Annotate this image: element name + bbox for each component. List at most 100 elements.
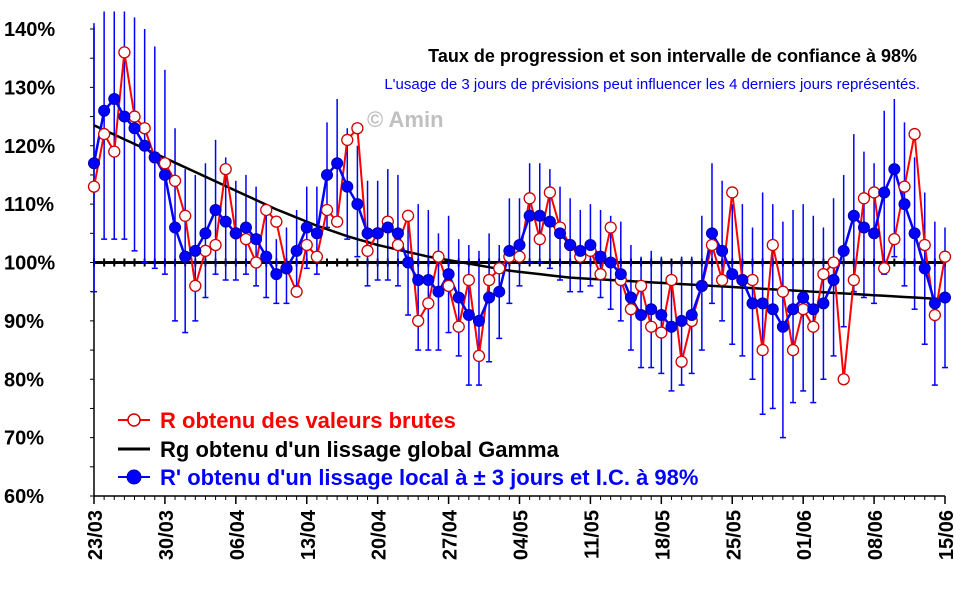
raw-point — [128, 110, 141, 123]
legend-marker-raw — [127, 413, 141, 427]
local-point — [939, 291, 951, 304]
local-point — [918, 262, 931, 275]
x-tick-label: 23/03 — [85, 510, 107, 560]
raw-point — [158, 157, 172, 170]
raw-point — [878, 262, 891, 275]
local-point — [239, 221, 252, 234]
raw-point — [786, 343, 800, 357]
raw-point — [452, 320, 465, 333]
legend-entry-global: Rg obtenu d'un lissage global Gamma — [118, 437, 560, 462]
raw-point — [634, 279, 648, 293]
local-point — [250, 233, 263, 246]
raw-point — [118, 46, 131, 59]
x-tick-label: 18/05 — [652, 510, 674, 560]
local-point — [898, 198, 911, 211]
local-point — [442, 268, 455, 281]
local-point — [300, 221, 313, 234]
raw-point — [391, 238, 405, 252]
local-point — [523, 209, 536, 222]
raw-point — [87, 180, 101, 193]
raw-point — [361, 244, 374, 257]
local-point — [665, 320, 678, 333]
legend-marker-local — [126, 469, 142, 485]
raw-point — [412, 314, 425, 328]
local-point — [432, 285, 445, 298]
local-point — [138, 139, 151, 152]
local-point — [513, 238, 526, 251]
local-point — [179, 250, 192, 263]
local-point — [361, 227, 374, 240]
y-tick-label: 140% — [4, 19, 55, 41]
local-point — [412, 274, 425, 287]
local-point — [614, 268, 627, 281]
raw-point — [290, 285, 303, 298]
raw-point — [260, 203, 273, 217]
x-tick-label: 08/06 — [865, 510, 887, 560]
watermark: © Amin — [367, 107, 444, 132]
local-point — [635, 309, 648, 322]
raw-point — [341, 133, 354, 147]
local-point — [472, 314, 485, 327]
raw-point — [189, 279, 202, 293]
y-tick-label: 100% — [4, 253, 55, 275]
raw-point — [533, 232, 546, 246]
raw-point — [209, 238, 222, 252]
local-point — [483, 291, 496, 304]
local-point — [229, 227, 242, 240]
raw-point — [97, 127, 111, 141]
local-point — [878, 186, 891, 199]
local-point — [351, 198, 364, 211]
chart-title: Taux de progression et son intervalle de… — [428, 46, 917, 66]
local-point — [746, 297, 759, 310]
local-point — [716, 244, 729, 257]
legend-entry-local: R' obtenu d'un lissage local à ± 3 jours… — [118, 465, 698, 490]
local-point — [564, 238, 577, 251]
local-point — [209, 203, 222, 216]
raw-point — [807, 320, 820, 333]
local-point — [391, 227, 404, 240]
raw-point — [168, 174, 182, 187]
local-point — [554, 227, 567, 240]
raw-point — [898, 180, 911, 193]
raw-point — [330, 215, 344, 228]
y-tick-label: 130% — [4, 77, 55, 99]
x-tick-label: 04/05 — [511, 510, 533, 560]
raw-point — [310, 250, 324, 263]
y-tick-label: 90% — [4, 311, 44, 333]
chart-subtitle: L'usage de 3 jours de prévisions peut in… — [384, 76, 920, 93]
raw-point — [401, 209, 415, 222]
raw-point — [523, 192, 536, 205]
raw-point — [432, 250, 445, 263]
local-point — [766, 303, 779, 316]
raw-point — [918, 238, 931, 252]
local-point — [928, 297, 941, 310]
local-point — [756, 297, 769, 310]
y-tick-label: 80% — [4, 369, 44, 391]
y-tick-label: 60% — [4, 486, 44, 508]
raw-point — [857, 192, 871, 205]
raw-point — [645, 320, 658, 333]
local-point — [787, 303, 800, 316]
legend-label-local: R' obtenu d'un lissage local à ± 3 jours… — [160, 465, 698, 490]
raw-point — [108, 145, 121, 158]
local-point — [847, 209, 860, 222]
local-point — [260, 250, 273, 263]
legend-label-global: Rg obtenu d'un lissage global Gamma — [160, 437, 560, 462]
local-point — [543, 215, 556, 228]
legend: R obtenu des valeurs brutes Rg obtenu d'… — [118, 408, 698, 490]
raw-point — [462, 273, 475, 287]
local-point — [158, 168, 171, 181]
y-tick-label: 120% — [4, 136, 55, 158]
local-point — [270, 268, 283, 281]
raw-point — [867, 186, 881, 199]
local-point — [493, 285, 506, 298]
x-tick-label: 30/03 — [156, 510, 178, 560]
local-point — [189, 244, 202, 257]
x-tick-label: 01/06 — [794, 510, 816, 560]
local-point — [148, 151, 161, 164]
local-point — [827, 274, 840, 287]
local-point — [685, 309, 698, 322]
raw-point — [300, 238, 313, 252]
y-axis-tick-labels: 140% 130% 120% 110% 100% 90% 80% 70% 60% — [4, 19, 55, 508]
